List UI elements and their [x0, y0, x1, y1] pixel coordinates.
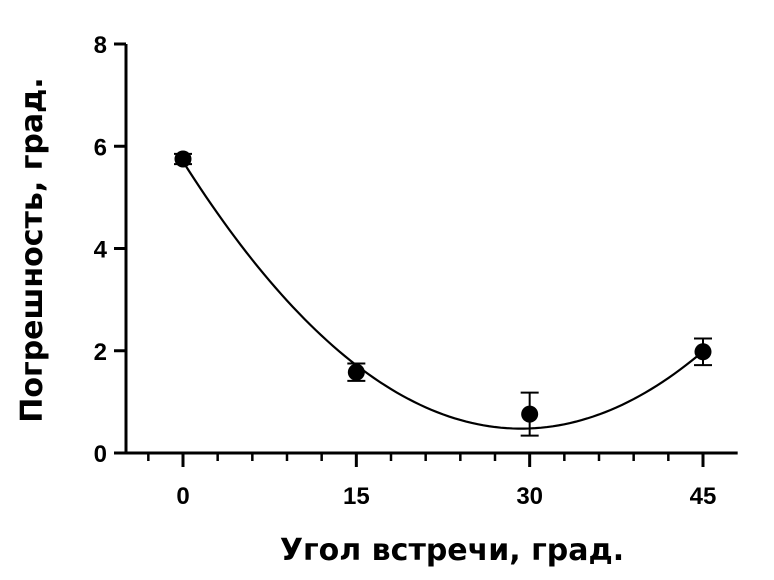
x-axis-title: Угол встречи, град.: [280, 533, 624, 568]
data-points: [174, 150, 712, 423]
y-tick-label-4: 4: [94, 237, 108, 264]
x-tick-label-45: 45: [690, 483, 717, 510]
data-point-2: [521, 405, 539, 423]
y-tick-label-0: 0: [94, 441, 107, 468]
y-tick-label-8: 8: [94, 32, 107, 59]
data-point-0: [174, 150, 192, 168]
data-point-1: [347, 363, 365, 381]
x-tick-label-15: 15: [343, 483, 370, 510]
y-tick-label-6: 6: [94, 134, 107, 161]
tick-labels: 0 2 4 6 8 0 15 30 45: [94, 32, 717, 510]
axes: [114, 42, 738, 467]
error-bars: [174, 152, 712, 437]
fit-curve: [182, 160, 704, 430]
y-tick-label-2: 2: [94, 339, 107, 366]
x-tick-label-0: 0: [176, 483, 189, 510]
y-axis-title: Погрешность, град.: [15, 77, 50, 422]
x-tick-label-30: 30: [516, 483, 543, 510]
data-point-3: [694, 343, 712, 361]
fit-curve-group: [182, 160, 704, 430]
